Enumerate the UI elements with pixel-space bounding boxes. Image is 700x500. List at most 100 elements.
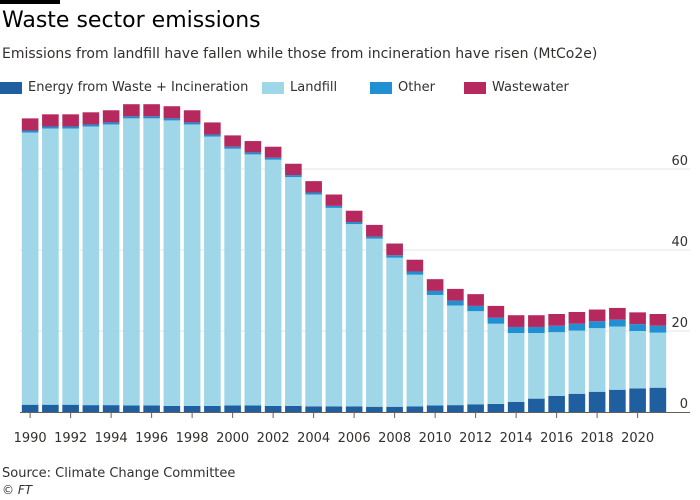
bar-2004-wastewater [305,181,322,193]
bar-2003-other [285,175,302,178]
bar-2002-energy-from-waste [264,405,282,412]
bar-2014-wastewater [507,315,525,327]
bar-1997-energy-from-waste [163,405,181,412]
bar-2015-energy-from-waste [528,398,545,412]
chart-legend: Energy from Waste + Incineration Landfil… [0,80,700,98]
bar-2005-wastewater [325,194,343,206]
bar-2011-energy-from-waste [447,405,464,412]
bar-2003-landfill [285,177,302,406]
bar-1992-energy-from-waste [62,404,79,412]
legend-label-wastewater: Wastewater [492,80,569,95]
bar-2012-wastewater [467,294,484,306]
bar-1993-other [82,124,100,127]
bar-2008-wastewater [386,243,403,256]
bar-2020-wastewater [629,312,646,325]
legend-item-other: Other [370,80,435,95]
bar-2005-energy-from-waste [325,406,343,412]
bar-1997-other [163,118,181,121]
x-tick-label-2018: 2018 [581,431,614,446]
bar-2019-wastewater [609,307,626,320]
bar-2013-energy-from-waste [487,403,505,412]
bar-2008-energy-from-waste [386,406,403,412]
x-tick-label-1996: 1996 [135,431,168,446]
x-tick-label-1990: 1990 [14,431,47,446]
bar-2014-energy-from-waste [507,401,525,413]
bar-2007-other [366,236,383,239]
bar-1995-other [123,116,140,119]
bar-2009-energy-from-waste [406,406,424,412]
legend-item-landfill: Landfill [262,80,337,95]
bar-2000-landfill [224,148,241,406]
bars [21,104,667,413]
bar-1995-landfill [123,118,140,406]
bar-1998-wastewater [183,110,201,123]
bar-2013-landfill [487,323,505,404]
bar-2004-other [305,192,322,195]
bar-2021-energy-from-waste [649,387,667,412]
bar-2005-landfill [325,207,343,407]
bar-2010-wastewater [426,279,444,291]
bar-2006-other [345,222,363,225]
bar-2017-other [568,323,586,331]
x-tick-label-2014: 2014 [500,431,533,446]
chart-subtitle: Emissions from landfill have fallen whil… [2,46,598,62]
source-note: Source: Climate Change Committee [2,466,236,481]
bar-2018-wastewater [588,309,606,322]
bar-2012-other [467,305,484,312]
bar-1991-landfill [42,128,59,405]
ft-brand-bar [0,0,60,4]
bar-1992-landfill [62,128,79,405]
bar-2006-energy-from-waste [345,406,363,412]
bar-2013-other [487,317,505,324]
bar-2001-other [244,152,262,155]
bar-2016-energy-from-waste [548,395,565,412]
y-tick-label-20: 20 [671,316,688,331]
bar-2015-landfill [528,333,545,399]
bar-1993-wastewater [82,112,100,125]
bar-2014-landfill [507,333,525,402]
bar-1999-energy-from-waste [204,405,221,412]
bar-2018-other [588,321,606,329]
bar-2006-landfill [345,224,363,407]
bar-2007-wastewater [366,224,383,237]
bar-2003-energy-from-waste [285,405,302,412]
legend-label-landfill: Landfill [290,80,338,95]
bar-1995-energy-from-waste [123,405,140,412]
bar-2019-energy-from-waste [609,389,626,412]
bar-2021-wastewater [649,313,667,326]
x-tick-label-2016: 2016 [540,431,573,446]
stacked-bar-chart: 0 20 40 60 1990 1992 1994 1996 1998 2000 2002 2004 2… [14,104,690,446]
bar-2010-landfill [426,294,444,406]
bar-2017-wastewater [568,311,586,324]
bar-2014-other [507,326,525,334]
bar-2000-other [224,146,241,149]
bar-2001-wastewater [244,141,262,153]
y-tick-label-40: 40 [671,235,688,250]
bar-1998-energy-from-waste [183,405,201,412]
legend-swatch-landfill [262,81,284,94]
x-tick-label-2010: 2010 [419,431,452,446]
bar-2012-energy-from-waste [467,404,484,412]
bar-1991-energy-from-waste [42,404,59,412]
bar-2018-landfill [588,328,606,392]
legend-label-other: Other [398,80,435,95]
bar-1990-landfill [21,132,39,405]
bar-1992-wastewater [62,114,79,127]
bar-1999-landfill [204,136,221,406]
bar-2009-wastewater [406,259,424,272]
bar-2015-other [528,326,545,334]
x-tick-label-1992: 1992 [54,431,87,446]
bar-1992-other [62,126,79,129]
bar-2017-landfill [568,330,586,394]
bar-1998-other [183,122,201,125]
bar-2007-landfill [366,238,383,407]
bar-1996-wastewater [143,104,160,117]
bar-2019-other [609,319,626,327]
bar-2001-energy-from-waste [244,405,262,412]
bar-1994-other [102,122,120,125]
bar-2010-energy-from-waste [426,405,444,412]
legend-label-energy-from-waste: Energy from Waste + Incineration [28,80,249,95]
bar-2007-energy-from-waste [366,406,383,412]
bar-2009-landfill [406,274,424,407]
y-tick-label-60: 60 [671,154,688,169]
